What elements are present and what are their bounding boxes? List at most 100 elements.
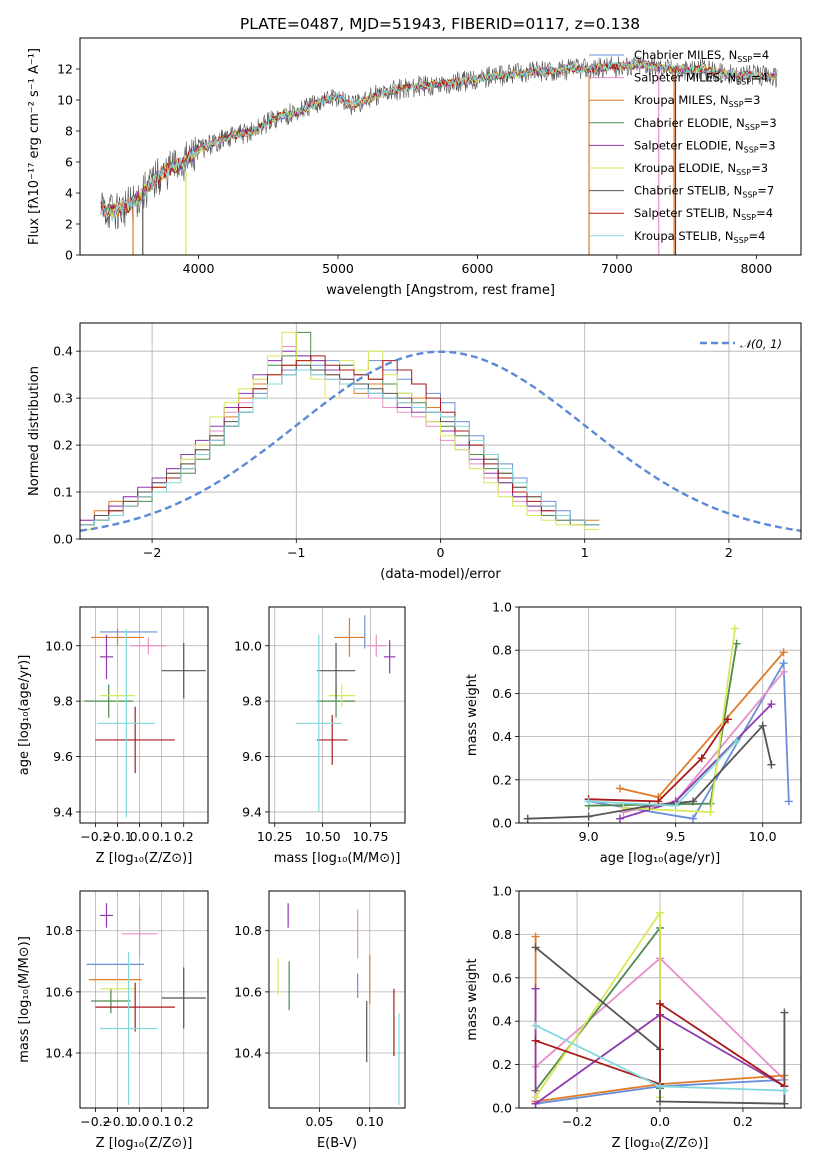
x-tick-label: 0.0: [130, 829, 150, 844]
weight-marker: [656, 908, 664, 917]
x-tick-label: 0.0: [650, 1114, 670, 1129]
x-tick-label: 7000: [601, 261, 633, 276]
histogram-kroupa-elodie: [80, 331, 600, 531]
legend-label: Chabrier ELODIE, NSSP=3: [634, 116, 777, 132]
weight-line-salpeter-elodie: [534, 988, 785, 1106]
weight-marker: [689, 797, 698, 806]
axes-frame: [518, 890, 802, 1109]
x-tick-label: 4000: [183, 261, 215, 276]
y-tick-label: 0.4: [492, 729, 512, 744]
plot-area-mass_vs_ebv: [277, 903, 400, 1105]
y-tick-label: 1.0: [492, 600, 512, 615]
x-tick-label: −0.1: [102, 1114, 132, 1129]
y-tick-label: 0.3: [53, 391, 73, 406]
x-tick-label: 8000: [740, 261, 772, 276]
weight-line-salpeter-stelib: [535, 1002, 785, 1088]
y-tick-label: 4: [65, 186, 73, 201]
x-axis-label: Z [log₁₀(Z/Z⊙)]: [96, 851, 193, 866]
weight-marker: [656, 1097, 664, 1106]
axes-frame: [518, 606, 802, 824]
y-tick-label: 10.6: [45, 984, 73, 999]
y-tick-label: 0.0: [492, 816, 512, 831]
weight-marker: [584, 797, 593, 806]
y-tick-label: 10.0: [45, 638, 73, 653]
weight-marker: [767, 700, 776, 709]
weight-marker: [531, 1021, 540, 1030]
weight-marker: [689, 814, 698, 823]
panel-mass_vs_ebv: 0.05 0.10 10.4 10.6 10.8 E(B-V): [234, 890, 406, 1151]
weight-marker: [779, 667, 788, 676]
weight-marker: [780, 1099, 789, 1108]
y-tick-label: 0.0: [53, 532, 73, 547]
x-tick-label: −1: [287, 545, 305, 560]
y-tick-label: 9.4: [53, 804, 73, 819]
x-tick-label: −2: [143, 545, 161, 560]
histogram-kroupa-stelib: [80, 369, 600, 526]
x-tick-label: 10.75: [353, 829, 389, 844]
x-axis-label: wavelength [Angstrom, rest frame]: [326, 283, 555, 298]
x-tick-label: 0: [437, 545, 445, 560]
x-tick-label: 10.0: [749, 829, 777, 844]
x-axis-label: mass [log₁₀(M/M⊙)]: [274, 851, 401, 866]
plot-area-spectrum: [100, 55, 778, 255]
y-tick-label: 0.4: [53, 344, 73, 359]
y-axis-label: mass weight: [465, 958, 480, 1040]
y-tick-label: 9.4: [242, 804, 262, 819]
x-tick-label: 0.2: [733, 1114, 753, 1129]
legend-label: Chabrier STELIB, NSSP=7: [634, 184, 774, 200]
x-tick-label: 0.2: [174, 1114, 194, 1129]
weight-marker: [531, 984, 540, 993]
panel-age_vs_mass: 10.25 10.50 10.75 9.4 9.6 9.8 10.0 mass [log₁₀(…: [234, 606, 406, 866]
weight-marker: [723, 715, 732, 724]
y-tick-label: 0.0: [492, 1101, 512, 1116]
y-tick-label: 10.8: [45, 923, 73, 938]
y-tick-label: 0.2: [492, 772, 512, 787]
legend-label: Salpeter ELODIE, NSSP=3: [634, 138, 776, 154]
x-tick-label: 0.1: [152, 829, 172, 844]
plot-area-weight_vs_age: [523, 624, 793, 823]
y-tick-label: 10.6: [234, 984, 262, 999]
plot-area-residuals: [80, 331, 801, 532]
x-tick-label: 0.10: [356, 1114, 384, 1129]
weight-marker: [656, 999, 664, 1008]
weight-marker: [779, 648, 788, 657]
spectrum-line-kroupa-stelib: [100, 60, 777, 222]
y-tick-label: 10.8: [234, 923, 262, 938]
y-tick-label: 10: [57, 93, 73, 108]
panel-mass_vs_Z: −0.2−0.10.0 0.1 0.2 10.4 10.6 10.8 Z [log₁₀(Z/…: [17, 890, 209, 1151]
y-axis-label: Normed distribution: [27, 366, 42, 496]
weight-marker: [615, 814, 624, 823]
panel-weight_vs_age: 9.0 9.5 10.0 0.0 0.2 0.4 0.6 0.8 1.0 age [log₁₀(a…: [465, 600, 802, 866]
weight-marker: [615, 784, 624, 793]
y-tick-label: 0.8: [492, 643, 512, 658]
weight-line-kroupa-elodie: [534, 909, 661, 1098]
x-axis-label: Z [log₁₀(Z/Z⊙)]: [96, 1136, 193, 1151]
weight-marker: [531, 1036, 540, 1045]
y-tick-label: 10.4: [45, 1045, 73, 1060]
y-tick-label: 6: [65, 155, 73, 170]
legend-label: Kroupa MILES, NSSP=3: [634, 93, 760, 109]
plot-area-weight_vs_Z: [531, 908, 789, 1108]
weight-line-kroupa-elodie: [623, 628, 736, 814]
plot-area-age_vs_Z: [84, 629, 206, 818]
weight-marker: [706, 808, 715, 817]
legend-label: Salpeter STELIB, NSSP=4: [634, 206, 773, 222]
x-tick-label: 1: [581, 545, 589, 560]
legend-label: Kroupa ELODIE, NSSP=3: [634, 161, 768, 177]
x-tick-label: −0.2: [80, 829, 110, 844]
plot-area-mass_vs_Z: [86, 903, 206, 1105]
y-tick-label: 0.4: [492, 1014, 512, 1029]
weight-marker: [671, 801, 680, 810]
weight-marker: [780, 1008, 789, 1017]
weight-marker: [697, 754, 706, 763]
weight-marker: [584, 812, 593, 821]
y-axis-label: mass [log₁₀(M/M⊙)]: [17, 936, 32, 1063]
x-axis-label: Z [log₁₀(Z/Z⊙)]: [612, 1136, 709, 1151]
weight-marker: [531, 932, 540, 941]
x-tick-label: 2: [725, 545, 733, 560]
x-tick-label: 9.5: [666, 829, 686, 844]
axes-frame: [268, 890, 406, 1109]
axes-frame: [79, 890, 209, 1109]
x-tick-label: −0.2: [562, 1114, 592, 1129]
